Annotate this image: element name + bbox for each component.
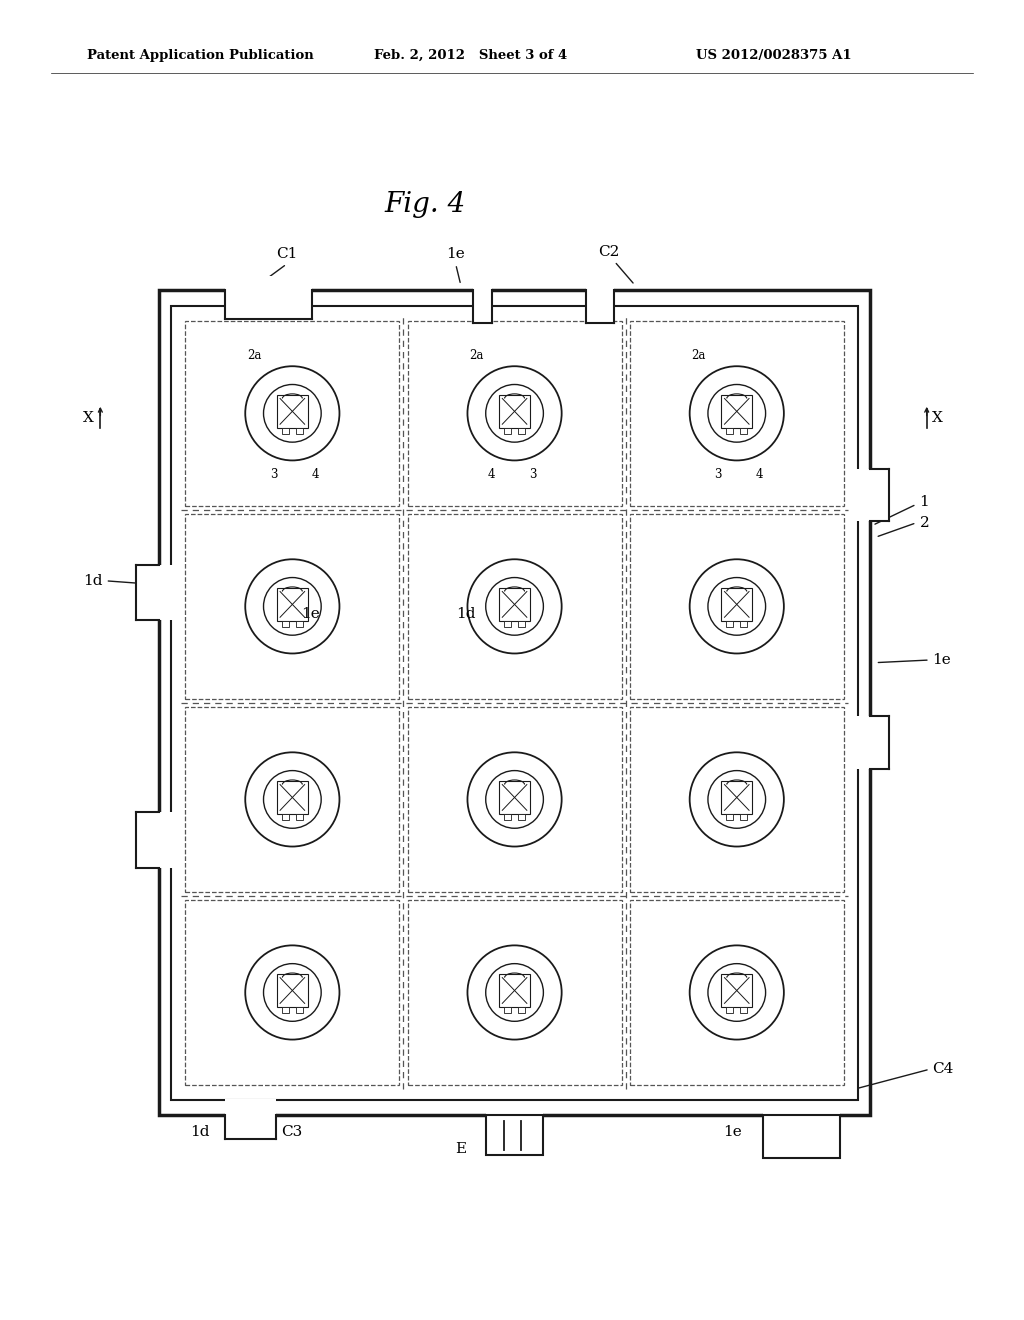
Text: 2: 2 <box>920 516 930 529</box>
Bar <box>408 513 622 700</box>
Bar <box>408 321 622 506</box>
Text: C2: C2 <box>599 244 620 259</box>
Text: 3: 3 <box>529 469 537 480</box>
Text: 2a: 2a <box>469 348 483 362</box>
Text: 4: 4 <box>487 469 496 480</box>
Bar <box>276 974 307 1007</box>
Text: 1e: 1e <box>301 607 319 622</box>
Bar <box>136 812 181 869</box>
Bar <box>721 974 752 1007</box>
Bar <box>282 428 289 434</box>
Text: 4: 4 <box>756 469 764 480</box>
Text: C1: C1 <box>276 247 297 261</box>
Bar <box>296 814 303 820</box>
Bar <box>852 715 889 768</box>
Bar <box>721 587 752 622</box>
Text: Fig. 4: Fig. 4 <box>384 191 466 218</box>
Bar <box>740 428 748 434</box>
Bar <box>518 622 525 627</box>
Text: 1: 1 <box>920 495 930 508</box>
Text: X: X <box>932 412 943 425</box>
Bar <box>721 780 752 814</box>
Bar <box>504 428 511 434</box>
Text: E: E <box>456 1142 466 1156</box>
Text: 1e: 1e <box>932 653 950 667</box>
Bar <box>296 1007 303 1014</box>
Bar <box>726 428 733 434</box>
Text: Feb. 2, 2012   Sheet 3 of 4: Feb. 2, 2012 Sheet 3 of 4 <box>374 49 567 62</box>
Bar <box>504 622 511 627</box>
Bar <box>630 513 844 700</box>
Bar <box>185 706 399 892</box>
Bar <box>740 1007 748 1014</box>
Bar <box>504 1007 511 1014</box>
Bar <box>159 290 870 1115</box>
Bar <box>499 395 530 428</box>
Bar <box>499 780 530 814</box>
Bar <box>630 706 844 892</box>
Bar <box>408 706 622 892</box>
Bar <box>630 321 844 506</box>
Text: Patent Application Publication: Patent Application Publication <box>87 49 313 62</box>
Text: C4: C4 <box>932 1063 953 1076</box>
Bar <box>504 814 511 820</box>
Bar <box>276 395 307 428</box>
Text: 1e: 1e <box>446 247 465 261</box>
Bar <box>185 900 399 1085</box>
Bar <box>499 974 530 1007</box>
Bar <box>852 469 889 521</box>
Bar <box>171 306 858 1100</box>
Bar <box>276 587 307 622</box>
Bar <box>185 321 399 506</box>
Bar <box>721 395 752 428</box>
Bar <box>185 513 399 700</box>
Bar <box>473 275 492 323</box>
Text: 4: 4 <box>311 469 319 480</box>
Text: 1d: 1d <box>456 607 476 622</box>
Bar <box>282 622 289 627</box>
Text: 2a: 2a <box>691 348 706 362</box>
Bar <box>282 1007 289 1014</box>
Bar <box>225 276 312 319</box>
Text: 2a: 2a <box>247 348 261 362</box>
Bar <box>586 275 614 323</box>
Text: 1d: 1d <box>189 1125 210 1139</box>
Bar <box>763 1115 840 1158</box>
Bar <box>740 622 748 627</box>
Bar <box>726 622 733 627</box>
Bar <box>486 1109 543 1117</box>
Bar <box>518 814 525 820</box>
Bar <box>296 428 303 434</box>
Bar <box>408 900 622 1085</box>
Bar <box>136 565 181 620</box>
Text: 1d: 1d <box>83 574 102 587</box>
Bar <box>276 780 307 814</box>
Bar <box>630 900 844 1085</box>
Bar <box>486 1115 543 1155</box>
Bar <box>726 1007 733 1014</box>
Text: 1e: 1e <box>723 1125 741 1139</box>
Text: 3: 3 <box>270 469 278 480</box>
Text: 3: 3 <box>715 469 722 480</box>
Text: X: X <box>83 412 94 425</box>
Bar <box>282 814 289 820</box>
Bar <box>763 1109 840 1117</box>
Text: C3: C3 <box>282 1125 302 1139</box>
Bar <box>740 814 748 820</box>
Bar <box>225 1098 276 1127</box>
Bar <box>518 1007 525 1014</box>
Bar <box>296 622 303 627</box>
Bar <box>518 428 525 434</box>
Bar <box>726 814 733 820</box>
Text: US 2012/0028375 A1: US 2012/0028375 A1 <box>696 49 852 62</box>
Bar <box>499 587 530 622</box>
